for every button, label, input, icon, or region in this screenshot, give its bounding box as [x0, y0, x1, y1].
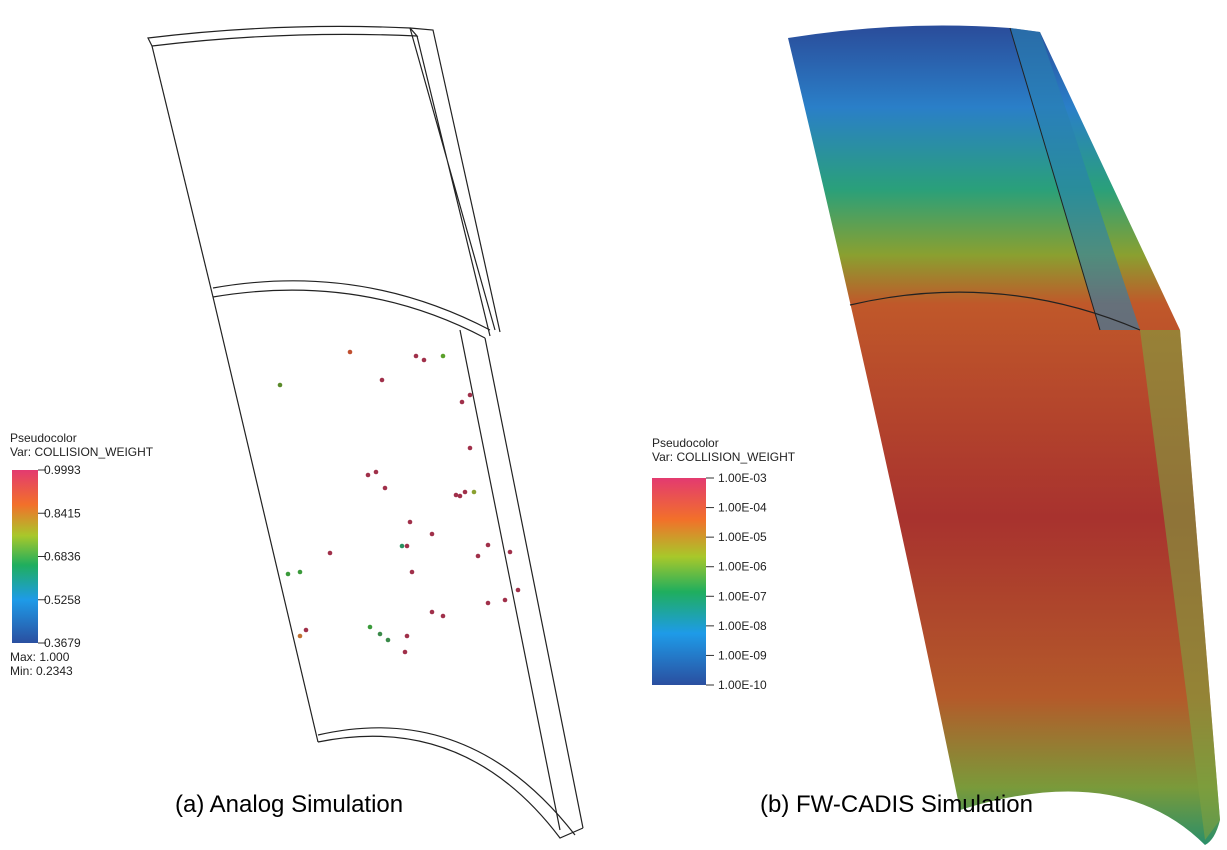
- collision-point: [486, 543, 491, 548]
- analog-wireframe: [148, 26, 583, 838]
- collision-point: [366, 473, 371, 478]
- collision-point: [374, 470, 379, 475]
- collision-point: [463, 490, 468, 495]
- tick-label: 1.00E-04: [718, 501, 767, 515]
- collision-point: [298, 634, 303, 639]
- fwcadis-render: [788, 26, 1220, 845]
- collision-point: [378, 632, 383, 637]
- collision-point: [368, 625, 373, 630]
- tick-label: 0.6836: [44, 550, 81, 564]
- colorbar: [652, 478, 706, 685]
- tick-label: 1.00E-09: [718, 648, 767, 662]
- collision-points: [278, 350, 521, 655]
- tick-label: 1.00E-10: [718, 678, 767, 692]
- collision-point: [403, 650, 408, 655]
- tick-label: 1.00E-08: [718, 619, 767, 633]
- tick-label: 1.00E-05: [718, 530, 767, 544]
- collision-point: [430, 532, 435, 537]
- collision-point: [414, 354, 419, 359]
- collision-point: [405, 544, 410, 549]
- collision-point: [348, 350, 353, 355]
- collision-point: [408, 520, 413, 525]
- collision-point: [460, 400, 465, 405]
- collision-point: [454, 493, 459, 498]
- collision-point: [298, 570, 303, 575]
- collision-point: [278, 383, 283, 388]
- collision-point: [468, 393, 473, 398]
- collision-point: [380, 378, 385, 383]
- collision-point: [328, 551, 333, 556]
- legend-title: Pseudocolor: [10, 431, 77, 445]
- tick-label: 0.9993: [44, 463, 81, 477]
- tick-label: 0.5258: [44, 593, 81, 607]
- collision-point: [383, 486, 388, 491]
- tick-label: 0.3679: [44, 636, 81, 650]
- collision-point: [430, 610, 435, 615]
- tick-label: 1.00E-03: [718, 471, 767, 485]
- collision-point: [458, 494, 463, 499]
- legend-variable: Var: COLLISION_WEIGHT: [652, 450, 796, 464]
- figure: Pseudocolor Var: COLLISION_WEIGHT Max: 1…: [0, 0, 1227, 850]
- caption: (b) FW-CADIS Simulation: [760, 791, 1033, 818]
- collision-point: [405, 634, 410, 639]
- collision-point: [486, 601, 491, 606]
- collision-point: [468, 446, 473, 451]
- caption: (a) Analog Simulation: [175, 791, 403, 818]
- collision-point: [400, 544, 405, 549]
- collision-point: [503, 598, 508, 603]
- tick-label: 0.8415: [44, 506, 81, 520]
- collision-point: [472, 490, 477, 495]
- legend-variable: Var: COLLISION_WEIGHT: [10, 445, 154, 459]
- tick-label: 1.00E-07: [718, 589, 767, 603]
- collision-point: [286, 572, 291, 577]
- collision-point: [410, 570, 415, 575]
- collision-point: [508, 550, 513, 555]
- collision-point: [386, 638, 391, 643]
- collision-point: [441, 354, 446, 359]
- colorbar: [12, 470, 38, 643]
- legend-max: Max: 1.000: [10, 650, 70, 664]
- collision-point: [441, 614, 446, 619]
- collision-point: [304, 628, 309, 633]
- collision-point: [422, 358, 427, 363]
- tick-label: 1.00E-06: [718, 560, 767, 574]
- collision-point: [516, 588, 521, 593]
- legend-min: Min: 0.2343: [10, 664, 73, 678]
- collision-point: [476, 554, 481, 559]
- legend-title: Pseudocolor: [652, 436, 719, 450]
